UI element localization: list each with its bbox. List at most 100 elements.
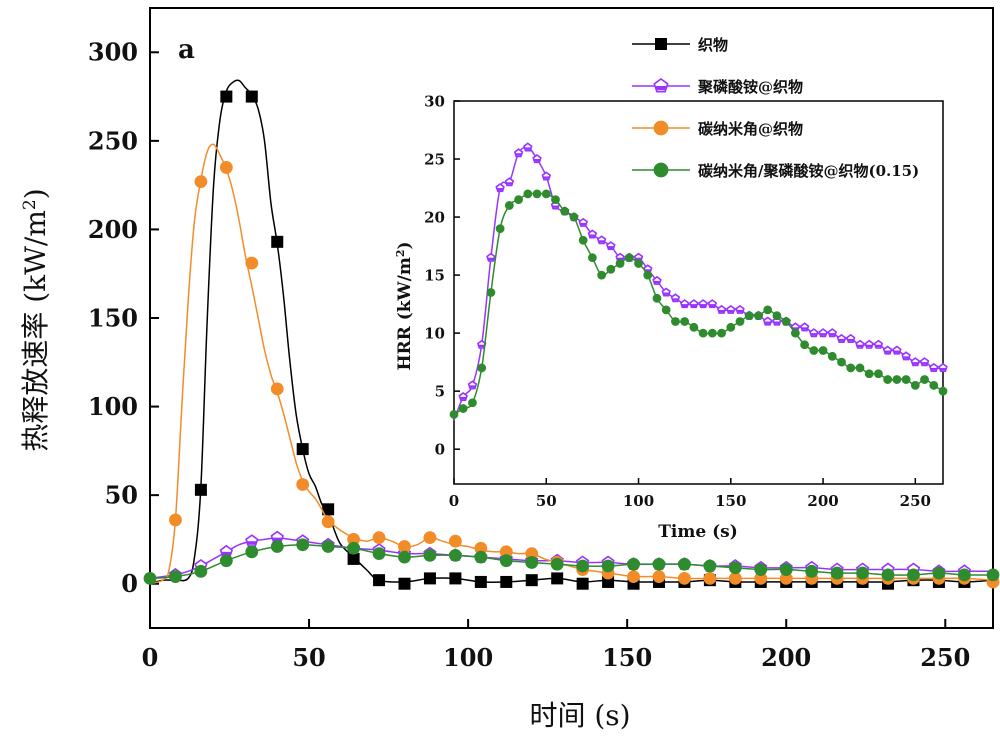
main-data-point xyxy=(143,572,157,585)
inset-data-point-fill xyxy=(524,147,531,150)
main-data-point xyxy=(296,538,310,552)
main-data-point xyxy=(500,575,513,588)
main-data-point xyxy=(347,552,360,565)
main-data-point xyxy=(245,545,259,559)
main-data-point xyxy=(957,568,971,582)
inset-y-axis-title: HRR (kW/m2) xyxy=(394,241,416,370)
main-data-point xyxy=(907,568,920,582)
legend-label: 碳纳米角/聚磷酸铵@织物(0.15) xyxy=(698,162,919,180)
inset-data-point xyxy=(569,212,579,222)
inset-data-point-fill xyxy=(903,356,910,359)
main-data-point xyxy=(627,557,640,571)
inset-data-point xyxy=(707,328,717,338)
inset-data-point xyxy=(477,363,487,373)
inset-data-point xyxy=(929,380,939,390)
y-axis-title: 热释放速率 (kW/m2) xyxy=(19,188,52,451)
inset-data-point-fill xyxy=(838,338,845,342)
inset-data-point xyxy=(864,369,874,379)
inset-data-point-fill xyxy=(792,327,799,330)
main-data-point xyxy=(322,503,335,516)
main-data-point xyxy=(601,559,615,573)
main-data-point xyxy=(550,557,564,571)
main-x-tick-label: 250 xyxy=(920,643,970,672)
main-y-tick-label: 150 xyxy=(88,303,138,332)
inset-data-point xyxy=(790,328,800,338)
main-data-point xyxy=(602,575,615,588)
main-data-point xyxy=(805,564,819,578)
main-data-point xyxy=(373,574,386,587)
inset-data-point-fill xyxy=(884,350,891,353)
inset-data-point xyxy=(458,404,468,413)
main-y-tick-label: 200 xyxy=(88,215,138,244)
main-x-tick-label: 200 xyxy=(761,643,811,672)
main-data-point xyxy=(525,574,538,587)
inset-y-tick-label: 0 xyxy=(435,440,445,458)
inset-data-point xyxy=(938,386,948,396)
main-y-tick-label: 0 xyxy=(121,569,138,598)
main-data-point xyxy=(728,561,742,575)
inset-data-point xyxy=(781,317,791,326)
inset-data-point xyxy=(680,317,690,326)
inset-data-point-fill xyxy=(773,321,780,324)
inset-data-point xyxy=(597,270,607,280)
inset-data-point-fill xyxy=(469,385,476,388)
main-data-point xyxy=(220,90,233,103)
main-data-point xyxy=(194,175,208,189)
inset-data-point xyxy=(772,311,782,321)
main-data-point xyxy=(627,570,640,584)
inset-data-point xyxy=(578,235,588,245)
inset-data-point xyxy=(541,189,551,199)
inset-data-point xyxy=(735,317,745,326)
main-data-point xyxy=(678,572,691,585)
inset-y-tick-label: 30 xyxy=(424,92,445,110)
main-data-point xyxy=(728,572,742,585)
inset-series-1 xyxy=(449,189,948,419)
inset-data-point-fill xyxy=(820,333,827,336)
main-data-point xyxy=(219,161,233,174)
inset-x-tick-label: 200 xyxy=(807,492,838,510)
legend-marker xyxy=(653,120,669,136)
main-data-point xyxy=(448,548,462,562)
inset-data-point xyxy=(468,398,477,408)
inset-data-point-fill xyxy=(497,188,504,191)
main-y-tick-label: 50 xyxy=(105,481,138,510)
main-data-point xyxy=(245,256,259,270)
main-x-tick-label: 0 xyxy=(142,643,159,672)
inset-data-point xyxy=(763,305,773,315)
main-data-point xyxy=(986,568,1000,582)
x-axis-title: 时间 (s) xyxy=(529,699,630,732)
inset-data-point-fill xyxy=(672,298,679,301)
inset-data-point xyxy=(901,375,911,384)
main-data-point xyxy=(270,382,284,396)
inset-x-tick-label: 150 xyxy=(715,492,746,510)
main-data-point xyxy=(499,554,513,568)
inset-data-point xyxy=(532,189,542,199)
inset-data-point-fill xyxy=(487,257,494,261)
panel-label: a xyxy=(178,35,195,65)
inset-data-point xyxy=(698,328,708,338)
main-y-tick-label: 100 xyxy=(88,392,138,421)
inset-y-axis-title-sup: 2 xyxy=(394,250,407,258)
legend-entry: 聚磷酸铵@织物 xyxy=(632,78,803,96)
legend-marker xyxy=(653,162,669,178)
inset-y-tick-label: 25 xyxy=(424,150,445,168)
inset-data-point xyxy=(892,375,902,384)
main-data-point xyxy=(652,557,666,571)
inset-data-point-fill xyxy=(875,344,882,348)
inset-data-point-fill xyxy=(856,344,863,348)
inset-data-point xyxy=(652,293,662,303)
main-data-point xyxy=(194,564,208,578)
main-data-point xyxy=(449,572,462,585)
inset-data-point xyxy=(818,346,828,355)
legend-entry: 织物 xyxy=(632,36,728,54)
inset-y-tick-label: 10 xyxy=(424,324,445,342)
y-axis-title-text: 热释放速率 (kW/m xyxy=(19,210,52,452)
inset-data-point-fill xyxy=(709,304,716,307)
main-data-point xyxy=(372,531,386,545)
main-data-point xyxy=(474,550,488,564)
inset-data-point xyxy=(624,253,634,263)
inset-data-point xyxy=(855,363,865,373)
inset-data-point-fill xyxy=(580,222,587,226)
main-series-3 xyxy=(143,538,1000,585)
